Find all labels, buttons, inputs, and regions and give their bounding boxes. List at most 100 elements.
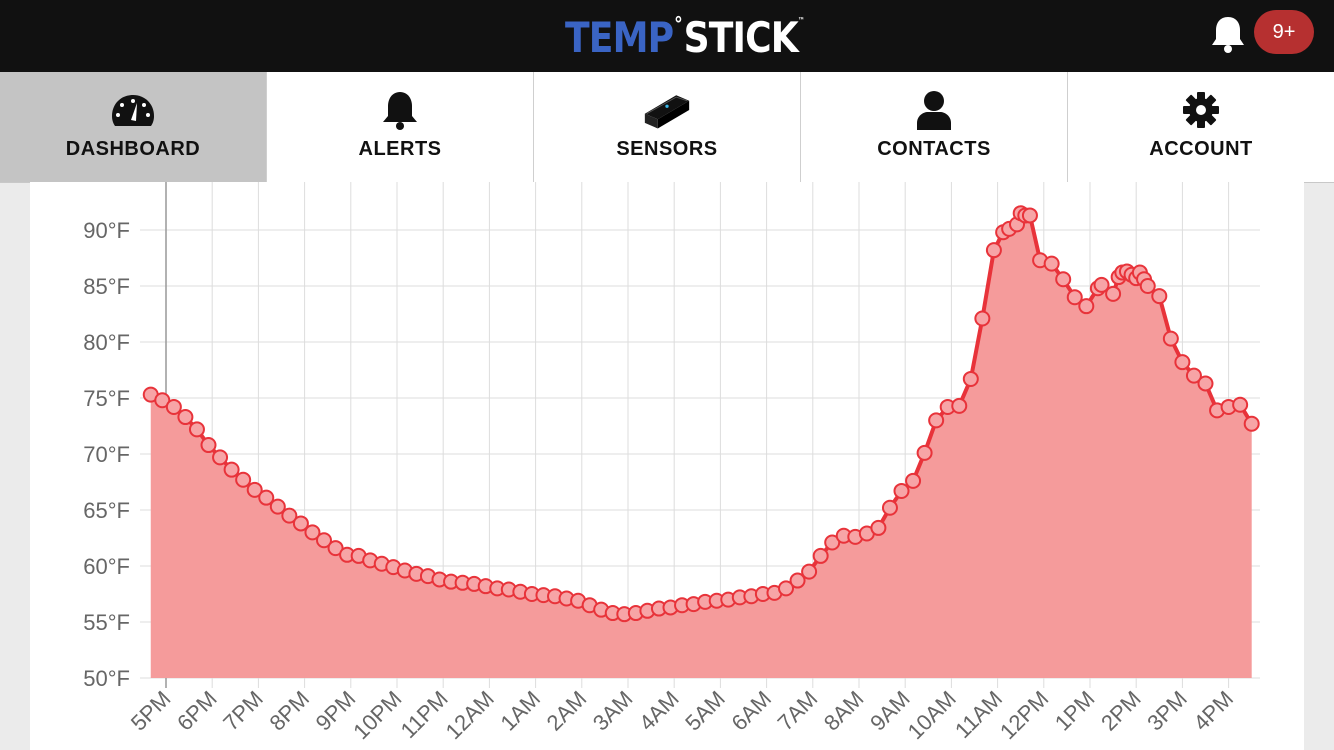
data-point [1055, 271, 1072, 288]
sensor-device-icon [643, 88, 691, 132]
x-tick-label: 5AM [680, 686, 730, 736]
data-point [1105, 285, 1122, 302]
tab-alerts-label: ALERTS [358, 138, 442, 160]
data-point [1174, 354, 1191, 371]
y-tick-label-cut: 95°F [83, 182, 130, 187]
data-point [870, 519, 887, 536]
data-point [801, 563, 818, 580]
tab-account-label: ACCOUNT [1149, 138, 1253, 160]
data-point [1043, 255, 1060, 272]
data-point [269, 498, 286, 515]
data-point [188, 421, 205, 438]
y-tick-label: 80°F [83, 330, 130, 355]
data-point [916, 444, 933, 461]
x-tick-label: 2PM [1096, 686, 1146, 736]
chart-points-layer [142, 205, 1260, 623]
data-point [304, 524, 321, 541]
x-tick-label: 11PM [396, 686, 453, 743]
y-tick-label: 60°F [83, 554, 130, 579]
logo-stick-text: STICK [683, 13, 799, 62]
main-nav: DASHBOARD ALERTS SENSORS [0, 72, 1334, 183]
x-tick-label: 8PM [264, 686, 314, 736]
x-tick-label: 10AM [903, 686, 961, 744]
tab-dashboard-label: DASHBOARD [65, 138, 201, 160]
x-tick-label: 12PM [995, 686, 1053, 744]
data-point [1197, 375, 1214, 392]
data-point [974, 310, 991, 327]
x-tick-label: 7PM [218, 686, 268, 736]
data-point [1093, 276, 1110, 293]
y-tick-label: 90°F [83, 218, 130, 243]
data-point [316, 532, 333, 549]
data-point [1232, 396, 1249, 413]
x-tick-label: 7AM [773, 686, 823, 736]
data-point [212, 449, 229, 466]
data-point [881, 499, 898, 516]
tab-dashboard[interactable]: DASHBOARD [0, 72, 267, 182]
data-point [962, 370, 979, 387]
tab-account[interactable]: ACCOUNT [1068, 72, 1334, 182]
data-point [200, 437, 217, 454]
tab-alerts[interactable]: ALERTS [267, 72, 534, 182]
data-point [165, 398, 182, 415]
data-point [1151, 288, 1168, 305]
data-point [292, 515, 309, 532]
data-point [951, 397, 968, 414]
tab-contacts-label: CONTACTS [877, 138, 991, 160]
data-point [1021, 207, 1038, 224]
x-tick-label: 1PM [1050, 686, 1100, 736]
logo-degree-mark: ° [674, 12, 683, 36]
x-tick-label: 4PM [1188, 686, 1238, 736]
data-point [812, 547, 829, 564]
data-point [258, 489, 275, 506]
data-point [1162, 330, 1179, 347]
x-tick-label: 10PM [348, 686, 406, 744]
y-tick-label: 85°F [83, 274, 130, 299]
y-tick-label: 65°F [83, 498, 130, 523]
data-point [235, 471, 252, 488]
logo-temp-text: TEMP [565, 13, 674, 62]
tab-sensors[interactable]: SENSORS [534, 72, 801, 182]
data-point [1139, 278, 1156, 294]
temp-stick-logo: TEMP ° STICK ™ [565, 12, 805, 62]
data-point [1185, 367, 1202, 384]
x-tick-label: 1AM [495, 686, 545, 736]
x-tick-label: 3PM [1142, 686, 1192, 736]
data-point [281, 507, 298, 524]
data-point [985, 242, 1002, 259]
x-tick-label: 5PM [126, 686, 176, 736]
gauge-icon [109, 88, 157, 132]
x-tick-label: 6PM [172, 686, 222, 736]
x-tick-label: 11AM [950, 686, 1007, 743]
data-point [327, 540, 344, 557]
temperature-chart: 50°F 55°F 60°F 65°F 70°F 75°F 80°F 85°F 90°F 95°F… [83, 182, 1260, 744]
y-tick-label: 70°F [83, 442, 130, 467]
x-tick-label: 2AM [542, 686, 592, 736]
y-tick-label: 75°F [83, 386, 130, 411]
data-point [1078, 298, 1095, 315]
data-point [928, 412, 945, 429]
data-point [824, 534, 841, 551]
temperature-chart-card: 50°F 55°F 60°F 65°F 70°F 75°F 80°F 85°F 90°F 95°F… [30, 182, 1304, 750]
y-axis: 50°F 55°F 60°F 65°F 70°F 75°F 80°F 85°F 90°F 95°F [83, 182, 130, 691]
x-tick-label: 3AM [588, 686, 638, 736]
x-tick-label: 12AM [441, 686, 499, 744]
data-point [246, 481, 263, 498]
top-bar: TEMP ° STICK ™ 9+ [0, 0, 1334, 72]
logo-trademark: ™ [797, 16, 805, 25]
tab-contacts[interactable]: CONTACTS [801, 72, 1068, 182]
data-point [778, 580, 795, 597]
notifications-bell-icon[interactable] [1210, 14, 1246, 54]
temperature-area-fill [150, 213, 1252, 678]
data-point [789, 572, 806, 589]
data-point [1243, 415, 1260, 432]
notification-count-badge[interactable]: 9+ [1254, 10, 1314, 54]
data-point [1066, 289, 1083, 306]
data-point [905, 472, 922, 489]
x-tick-label: 6AM [726, 686, 776, 736]
tab-sensors-label: SENSORS [616, 138, 718, 160]
x-tick-label: 8AM [819, 686, 869, 736]
data-point [154, 392, 171, 409]
x-axis: 5PM6PM7PM8PM9PM10PM11PM12AM1AM2AM3AM4AM5… [126, 686, 1238, 744]
data-point [223, 461, 240, 478]
